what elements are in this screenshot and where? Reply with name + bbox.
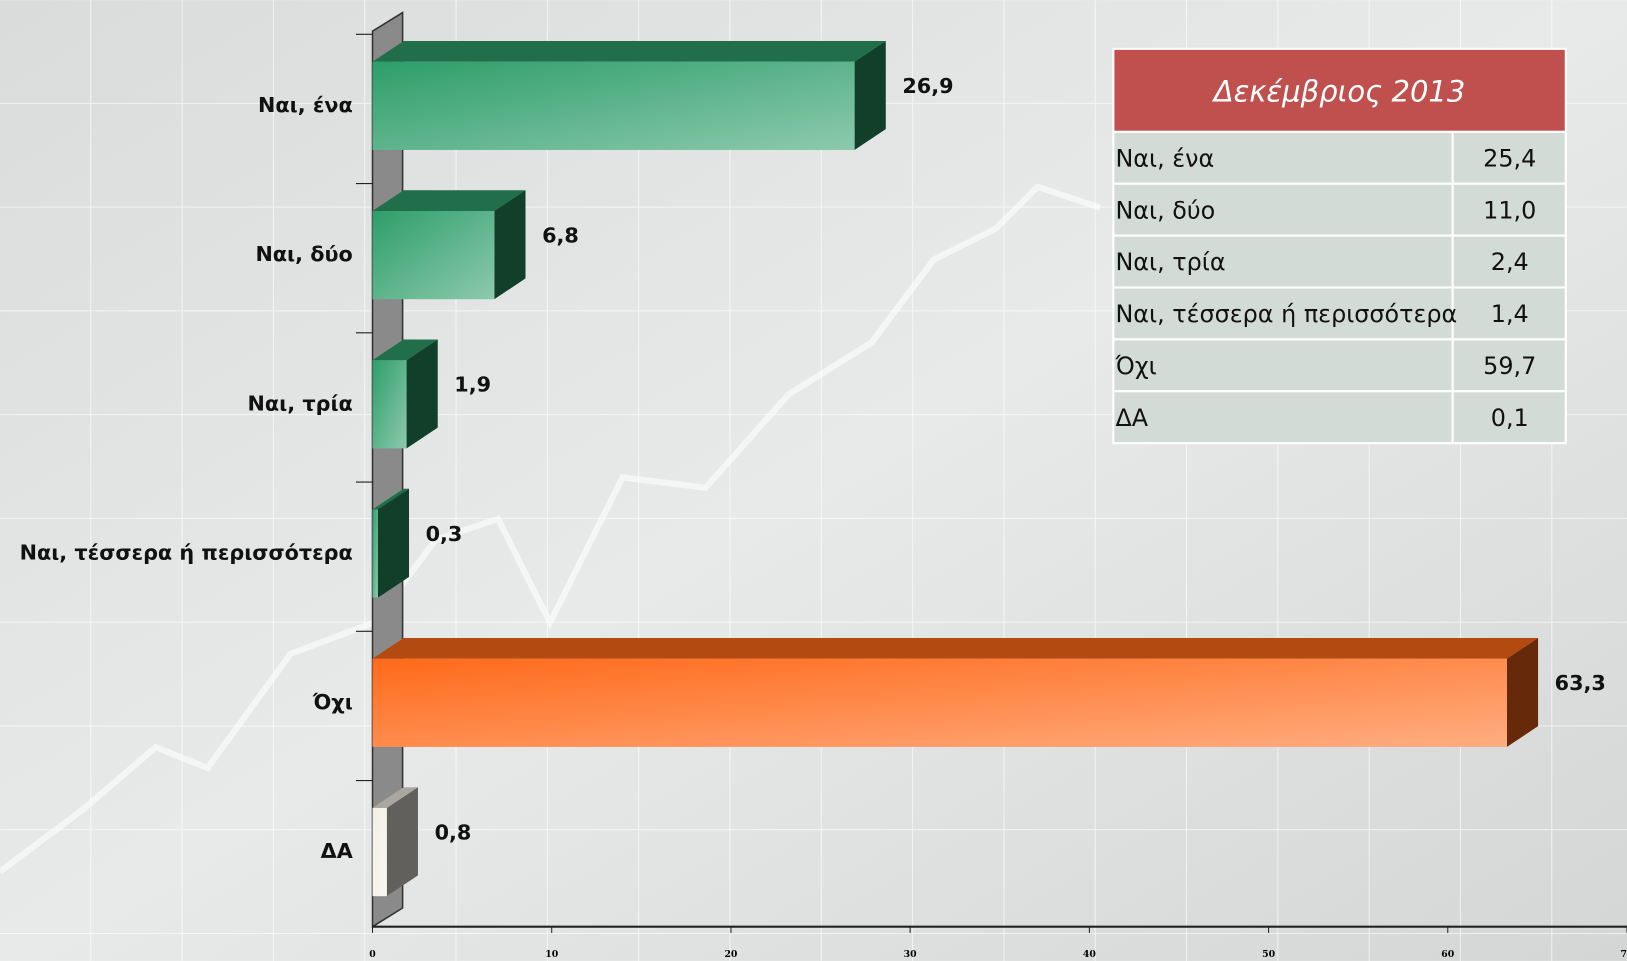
y-tick-label: Ναι, τέσσερα ή περισσότερα	[20, 541, 353, 565]
bar	[372, 190, 526, 300]
bar	[372, 339, 438, 449]
table-value: 0,1	[1491, 404, 1529, 432]
bar-top	[372, 637, 1539, 659]
table-cell	[1451, 338, 1567, 393]
x-tick-label: 50	[1262, 949, 1275, 960]
table-cell	[1112, 130, 1454, 185]
bar-top-shade	[372, 637, 1539, 659]
bar-top-shade	[372, 339, 438, 361]
bar-top	[372, 488, 410, 510]
bar-top-shade	[372, 787, 418, 808]
value-label: 0,3	[426, 522, 463, 546]
bar	[372, 488, 410, 598]
bar-shine	[372, 509, 378, 598]
value-label: 26,9	[902, 74, 953, 98]
bar-top-shade	[372, 40, 886, 62]
x-tick-label: 20	[724, 949, 737, 960]
y-tick-label: ΔΑ	[321, 839, 353, 863]
bar-side-shade	[406, 339, 438, 449]
table-label: Ναι, ένα	[1115, 144, 1214, 172]
table-label: Όχι	[1114, 352, 1156, 380]
bar-top-shade	[372, 190, 526, 211]
x-tick-label: 10	[545, 949, 558, 960]
table-cell	[1451, 130, 1567, 185]
bar-side-shade	[386, 787, 418, 897]
table-label: Ναι, τρία	[1115, 248, 1225, 276]
table-value: 25,4	[1483, 144, 1536, 172]
y-tick-label: Ναι, τρία	[248, 391, 353, 415]
table-title: Δεκέμβριος 2013	[1212, 74, 1466, 108]
table-value: 11,0	[1483, 196, 1536, 224]
x-tick-label: 70	[1621, 949, 1627, 960]
value-label: 1,9	[454, 373, 491, 397]
value-label: 0,8	[435, 820, 472, 844]
value-label: 6,8	[542, 223, 579, 247]
y-tick-label: Ναι, ένα	[258, 93, 353, 117]
value-label: 63,3	[1555, 671, 1606, 695]
table-value: 59,7	[1483, 352, 1536, 380]
table-cell	[1112, 390, 1454, 445]
bar	[372, 40, 886, 150]
bar-shine	[372, 360, 407, 449]
table-cell	[1451, 182, 1567, 237]
table-cell	[1112, 182, 1454, 237]
bar-side-shade	[494, 190, 526, 300]
x-tick-label: 40	[1083, 949, 1096, 960]
table-label: Ναι, τέσσερα ή περισσότερα	[1115, 300, 1457, 328]
table-label: Ναι, δύο	[1115, 196, 1215, 224]
table-header	[1112, 47, 1567, 133]
y-tick-label: Όχι	[312, 690, 353, 714]
bar-top	[372, 339, 438, 361]
background-trend	[0, 183, 1101, 875]
bar-side-shade	[854, 40, 886, 150]
bar-shine	[372, 807, 387, 897]
table-value: 1,4	[1491, 300, 1529, 328]
bar	[372, 637, 1539, 747]
bar-shine	[372, 61, 855, 150]
x-tick-label: 30	[904, 949, 917, 960]
x-tick-label: 60	[1441, 949, 1454, 960]
data-table: Δεκέμβριος 2013 Ναι, ένα 25,4 Ναι, δύο 11,0…	[1112, 47, 1567, 445]
bar-side-shade	[1506, 637, 1539, 747]
bar-side-shade	[377, 488, 410, 598]
y-tick-label: Ναι, δύο	[255, 242, 352, 266]
table-cell	[1451, 390, 1567, 445]
bar-top	[372, 40, 886, 62]
bar-shine	[372, 658, 1507, 747]
table-value: 2,4	[1491, 248, 1529, 276]
table-label: ΔΑ	[1115, 404, 1148, 432]
bar	[372, 787, 418, 897]
table-cell	[1112, 338, 1454, 393]
bar-top-shade	[372, 488, 410, 510]
x-tick-label: 0	[369, 949, 376, 960]
bar-shine	[372, 210, 495, 300]
table-cell	[1451, 286, 1567, 341]
bar-top	[372, 190, 526, 211]
bar-top	[372, 787, 418, 808]
